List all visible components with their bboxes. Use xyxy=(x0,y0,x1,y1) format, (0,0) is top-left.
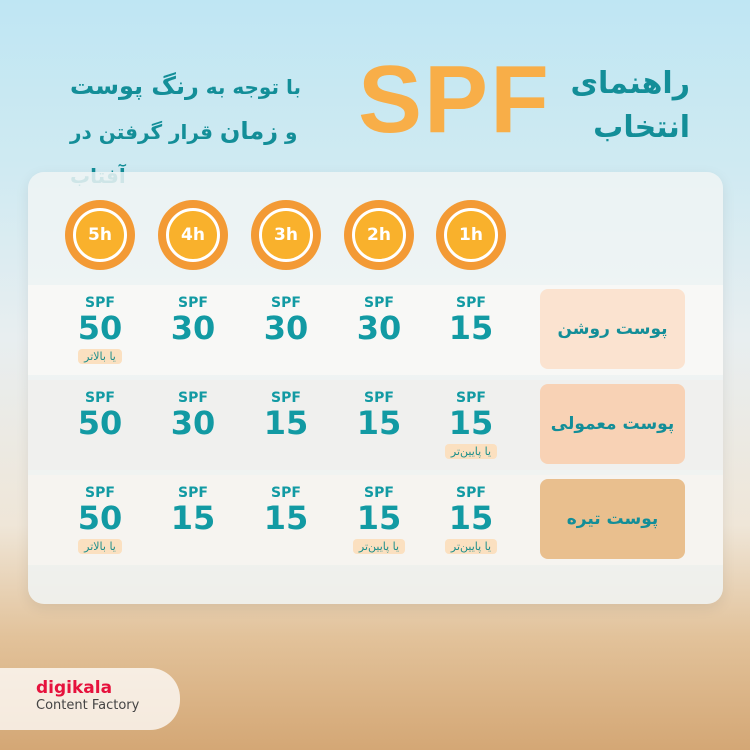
spf-caption: SPF xyxy=(178,390,208,406)
spf-cell: SPF 15 xyxy=(241,475,331,535)
hour-label: 1h xyxy=(444,208,498,262)
clock-icon: 1h xyxy=(436,200,506,270)
spf-note: یا پایین‌تر xyxy=(444,539,498,554)
skin-type-label: پوست معمولی xyxy=(540,384,685,464)
spf-caption: SPF xyxy=(271,485,301,501)
spf-value: 15 xyxy=(356,404,402,442)
table-row: پوست روشن SPF 50 یا بالاتر SPF 30 SPF 30 SPF 30 SP… xyxy=(28,285,723,375)
spf-caption: SPF xyxy=(364,295,394,311)
spf-cell: SPF 15 xyxy=(148,475,238,535)
spf-cell: SPF 15 یا پایین‌تر xyxy=(426,380,516,459)
spf-caption: SPF xyxy=(456,485,486,501)
hour-label: 3h xyxy=(259,208,313,262)
spf-caption: SPF xyxy=(85,390,115,406)
table-row: پوست تیره SPF 50 یا بالاتر SPF 15 SPF 15 SPF 15 یا… xyxy=(28,475,723,565)
clock-icon: 4h xyxy=(158,200,228,270)
spf-caption: SPF xyxy=(85,295,115,311)
spf-caption: SPF xyxy=(85,485,115,501)
title-spf: SPF xyxy=(358,46,551,153)
clock-icon: 3h xyxy=(251,200,321,270)
spf-value: 50 xyxy=(77,309,123,347)
clock-icon: 2h xyxy=(344,200,414,270)
clock-icon: 5h xyxy=(65,200,135,270)
spf-caption: SPF xyxy=(178,485,208,501)
spf-value: 15 xyxy=(448,309,494,347)
spf-note: یا پایین‌تر xyxy=(444,444,498,459)
spf-cell: SPF 15 xyxy=(426,285,516,345)
spf-caption: SPF xyxy=(271,390,301,406)
spf-cell: SPF 50 یا بالاتر xyxy=(55,475,145,554)
spf-value: 30 xyxy=(356,309,402,347)
spf-note: یا پایین‌تر xyxy=(352,539,406,554)
spf-value: 15 xyxy=(448,404,494,442)
digikala-logo: digikala Content Factory xyxy=(0,668,180,730)
spf-cell: SPF 15 یا پایین‌تر xyxy=(334,475,424,554)
spf-value: 15 xyxy=(263,499,309,537)
spf-value: 15 xyxy=(263,404,309,442)
spf-cell: SPF 30 xyxy=(241,285,331,345)
spf-cell: SPF 15 xyxy=(334,380,424,440)
table-row: پوست معمولی SPF 50 SPF 30 SPF 15 SPF 15 SPF 15 یا پ… xyxy=(28,380,723,470)
spf-value: 15 xyxy=(448,499,494,537)
spf-value: 15 xyxy=(356,499,402,537)
spf-caption: SPF xyxy=(456,295,486,311)
spf-caption: SPF xyxy=(364,390,394,406)
hour-label: 5h xyxy=(73,208,127,262)
hour-label: 4h xyxy=(166,208,220,262)
spf-value: 50 xyxy=(77,499,123,537)
title-guide: راهنمای انتخاب xyxy=(570,66,690,145)
spf-value: 15 xyxy=(170,499,216,537)
skin-type-label: پوست روشن xyxy=(540,289,685,369)
spf-value: 30 xyxy=(170,309,216,347)
spf-cell: SPF 50 xyxy=(55,380,145,440)
spf-cell: SPF 30 xyxy=(148,380,238,440)
spf-value: 30 xyxy=(170,404,216,442)
spf-note: یا بالاتر xyxy=(78,539,122,554)
spf-caption: SPF xyxy=(271,295,301,311)
spf-cell: SPF 30 xyxy=(148,285,238,345)
spf-caption: SPF xyxy=(456,390,486,406)
spf-note: یا بالاتر xyxy=(78,349,122,364)
spf-caption: SPF xyxy=(178,295,208,311)
spf-cell: SPF 50 یا بالاتر xyxy=(55,285,145,364)
spf-cell: SPF 15 xyxy=(241,380,331,440)
spf-cell: SPF 15 یا پایین‌تر xyxy=(426,475,516,554)
spf-value: 50 xyxy=(77,404,123,442)
spf-caption: SPF xyxy=(364,485,394,501)
subtitle: با توجه به رنگ پوست و زمان قرار گرفتن در… xyxy=(70,72,301,188)
spf-value: 30 xyxy=(263,309,309,347)
skin-type-label: پوست تیره xyxy=(540,479,685,559)
hour-label: 2h xyxy=(352,208,406,262)
spf-cell: SPF 30 xyxy=(334,285,424,345)
